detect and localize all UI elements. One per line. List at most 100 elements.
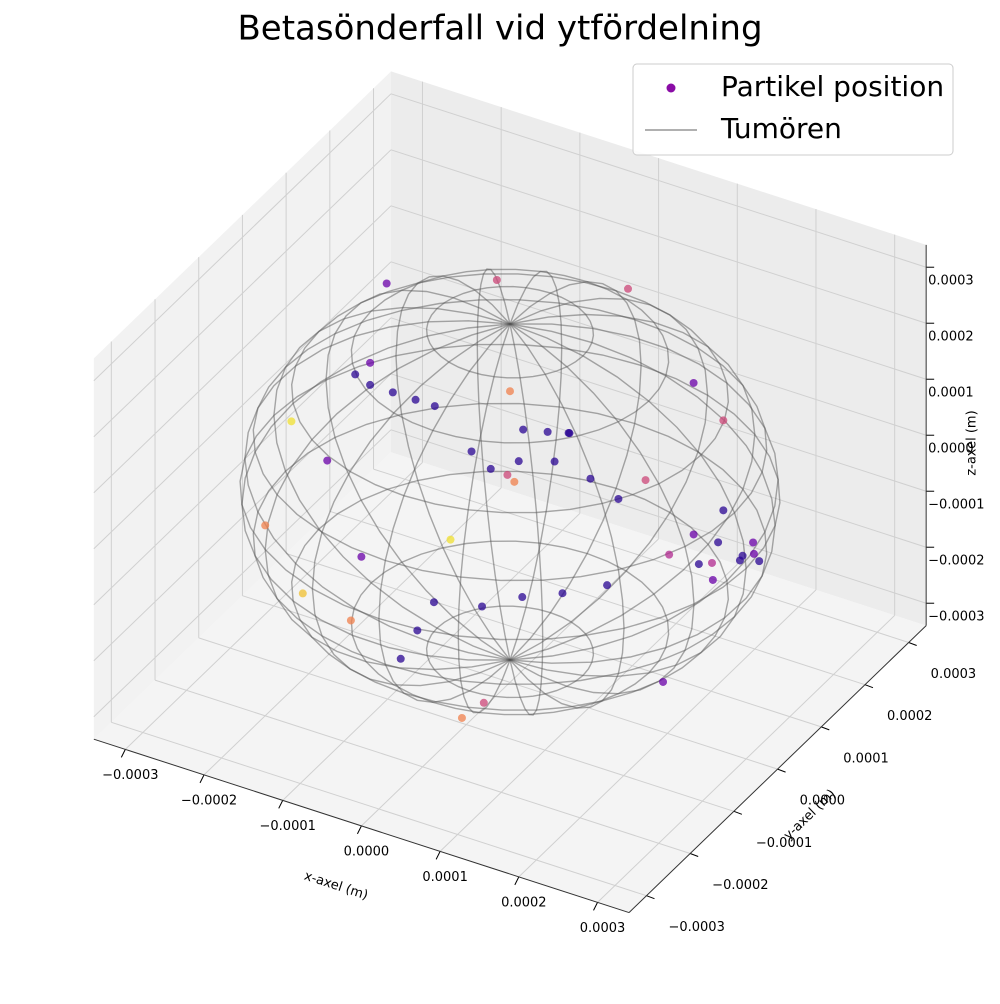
panes <box>93 71 927 913</box>
particle <box>446 535 455 544</box>
grid-line <box>390 205 927 380</box>
particle <box>614 494 623 503</box>
particle <box>719 416 728 425</box>
grid-line <box>93 149 392 438</box>
particle <box>503 470 512 479</box>
wireframe-parallel <box>350 268 670 444</box>
particle <box>586 474 595 483</box>
particle <box>719 506 728 515</box>
x-tick-label: −0.0001 <box>260 819 316 834</box>
x-tick <box>435 851 441 860</box>
particle <box>413 626 422 635</box>
particle <box>430 402 439 411</box>
y-tick <box>777 768 786 773</box>
labels: −0.0003 −0.0002 −0.0001 0.0000 0.0001 0.0002 0… <box>93 244 985 936</box>
particle <box>323 456 332 465</box>
wireframe-parallel <box>425 285 595 379</box>
particle <box>624 284 633 293</box>
grid-line <box>93 261 392 550</box>
z-tick-label: 0.0002 <box>928 330 974 345</box>
x-axis-label: x-axel (m) <box>302 869 370 904</box>
legend-box <box>632 63 954 156</box>
z-axis-label: z-axel (m) <box>965 410 980 475</box>
legend: Partikel position Tumören <box>632 63 954 156</box>
particle <box>558 589 567 598</box>
grid-line <box>93 93 392 382</box>
particle <box>351 370 360 379</box>
x-tick-label: 0.0001 <box>422 870 468 885</box>
y-tick-label: −0.0003 <box>668 920 724 935</box>
particle <box>411 395 420 404</box>
grid-line <box>111 721 647 897</box>
particle <box>492 276 501 284</box>
particle <box>287 417 296 426</box>
y-axis-line <box>628 625 927 913</box>
particle <box>749 538 758 547</box>
grid-line <box>93 317 392 606</box>
chart-title: Betasönderfall vid ytfördelning <box>237 9 762 49</box>
y-tick <box>821 726 830 731</box>
particle <box>486 464 495 473</box>
y-tick <box>690 853 699 857</box>
particle <box>478 602 487 611</box>
grid-line <box>390 93 927 268</box>
particle <box>479 698 488 707</box>
x-tick <box>514 876 520 886</box>
grid-line <box>93 205 392 494</box>
x-axis-line <box>93 738 630 914</box>
particle <box>565 429 574 438</box>
y-tick <box>646 895 655 900</box>
particle <box>396 654 405 663</box>
z-tick-label: −0.0002 <box>928 554 984 569</box>
y-tick-label: −0.0002 <box>712 878 768 893</box>
particle <box>506 387 514 396</box>
x-tick-label: 0.0002 <box>501 895 547 910</box>
particle <box>708 575 717 584</box>
z-tick-label: −0.0003 <box>928 610 984 625</box>
grid-line <box>285 553 822 728</box>
y-tick-label: 0.0001 <box>843 751 889 766</box>
particle <box>457 713 466 722</box>
particle <box>388 388 397 397</box>
z-tick-label: 0.0003 <box>928 274 974 289</box>
particle <box>261 521 270 530</box>
grid-line <box>390 373 927 548</box>
particle <box>429 598 438 607</box>
particle <box>665 550 674 559</box>
y-tick <box>908 642 917 646</box>
particle <box>382 279 391 288</box>
z-tick-label: −0.0001 <box>928 498 984 513</box>
particle <box>518 593 527 602</box>
x-tick <box>199 774 205 784</box>
particle <box>298 589 307 598</box>
particle <box>550 457 559 466</box>
particle <box>346 616 355 625</box>
grid-line <box>93 429 392 718</box>
grid-line <box>390 317 927 492</box>
wireframe-parallel <box>290 273 730 514</box>
grid-line <box>390 149 927 324</box>
particle <box>689 378 698 387</box>
y-tick-label: 0.0003 <box>931 667 977 682</box>
particle <box>366 358 375 367</box>
particle <box>366 380 375 389</box>
wireframe-parallel <box>425 605 595 699</box>
particle <box>707 558 716 567</box>
particle <box>543 427 552 436</box>
particle <box>689 530 698 539</box>
legend-marker <box>666 83 676 93</box>
particle <box>519 425 528 434</box>
x-tick-label: 0.0003 <box>580 921 626 936</box>
y-tick <box>864 684 874 689</box>
grid-line <box>93 373 392 662</box>
particle <box>467 447 476 456</box>
particle <box>659 677 668 686</box>
x-tick-label: −0.0003 <box>102 768 158 783</box>
particle <box>735 556 744 565</box>
grid-line <box>390 429 927 604</box>
particle <box>357 552 366 561</box>
x-tick <box>356 825 362 835</box>
particle <box>510 477 519 486</box>
wireframe-parallel <box>239 343 781 641</box>
